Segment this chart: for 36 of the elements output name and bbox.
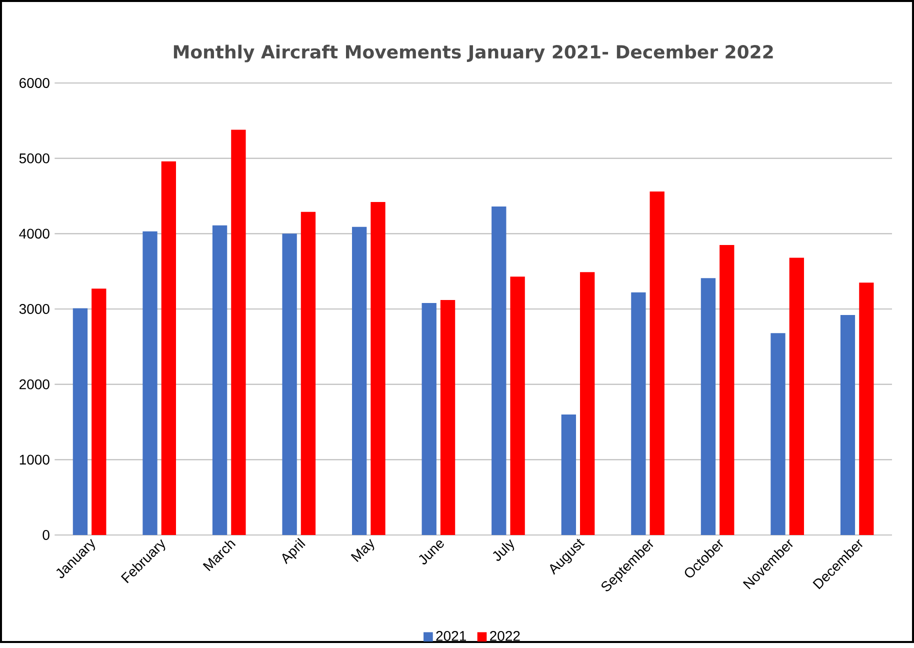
bar — [231, 130, 246, 535]
bar — [352, 226, 367, 535]
bar — [440, 300, 456, 535]
bar — [510, 276, 525, 535]
bar — [650, 191, 664, 535]
legend-label: 2022 — [490, 630, 520, 641]
y-tick-label: 4000 — [19, 228, 50, 239]
y-tick-label: 3000 — [19, 304, 50, 314]
bar — [422, 302, 436, 535]
bar — [161, 161, 176, 535]
x-tick-label: May — [350, 538, 374, 562]
bar — [92, 288, 106, 535]
bar — [700, 278, 716, 535]
y-tick-label: 0 — [42, 530, 50, 540]
legend-label: 2021 — [436, 630, 466, 641]
bar — [492, 206, 506, 535]
bar — [789, 258, 804, 535]
bar — [72, 308, 88, 535]
chart-title: Monthly Aircraft Movements January 2021- December 2022 — [174, 44, 773, 62]
bar — [370, 202, 386, 535]
y-tick-label: 6000 — [20, 78, 50, 88]
bar — [561, 414, 576, 535]
bar — [720, 244, 734, 535]
bar — [300, 212, 316, 535]
bar — [282, 234, 297, 535]
bar — [840, 314, 856, 535]
y-tick-label: 1000 — [20, 454, 50, 465]
y-tick-label: 5000 — [19, 153, 50, 164]
x-tick-label: July — [492, 539, 514, 561]
bar — [631, 292, 646, 535]
y-tick-label: 2000 — [20, 379, 50, 390]
bar — [859, 282, 874, 535]
bar — [770, 333, 786, 535]
bar — [580, 272, 595, 535]
bar — [212, 225, 228, 535]
bar — [142, 231, 158, 535]
